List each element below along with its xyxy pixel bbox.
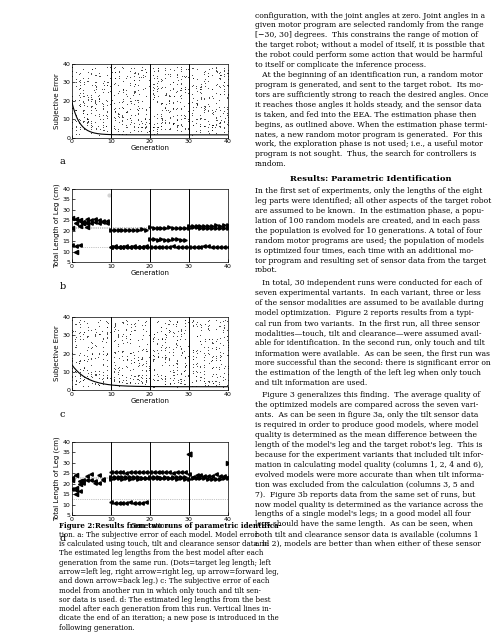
Y-axis label: Total Length of Leg (cm): Total Length of Leg (cm) xyxy=(53,183,60,268)
Text: modalities—touch, tilt and clearance—were assumed avail-: modalities—touch, tilt and clearance—wer… xyxy=(255,329,482,337)
Text: the target robot; without a model of itself, it is possible that: the target robot; without a model of its… xyxy=(255,41,485,49)
Text: to itself or complicate the inference process.: to itself or complicate the inference pr… xyxy=(255,61,426,69)
Text: nates, a new random motor program is generated.  For this: nates, a new random motor program is gen… xyxy=(255,131,482,138)
X-axis label: Generation: Generation xyxy=(130,398,169,404)
Text: is required in order to produce good models, where model: is required in order to produce good mod… xyxy=(255,421,478,429)
Text: robot.: robot. xyxy=(255,266,278,275)
Text: is calculated using touch, tilt and clearance sensor data. b:: is calculated using touch, tilt and clea… xyxy=(59,540,269,548)
Text: c: c xyxy=(59,410,65,419)
Text: the population is evolved for 10 generations. A total of four: the population is evolved for 10 generat… xyxy=(255,227,482,235)
Text: now model quality is determined as the variance across the: now model quality is determined as the v… xyxy=(255,500,483,509)
Text: the estimation of the length of the left leg when only touch: the estimation of the length of the left… xyxy=(255,369,481,377)
Text: leg parts were identified; all other aspects of the target robot: leg parts were identified; all other asp… xyxy=(255,197,491,205)
Text: of the sensor modalities are assumed to be available during: of the sensor modalities are assumed to … xyxy=(255,300,484,307)
Text: tor program and resulting set of sensor data from the target: tor program and resulting set of sensor … xyxy=(255,257,486,264)
Text: random.: random. xyxy=(255,160,287,168)
Text: program is not sought.  Thus, the search for controllers is: program is not sought. Thus, the search … xyxy=(255,150,476,158)
Text: it reaches those angles it holds steady, and the sensor data: it reaches those angles it holds steady,… xyxy=(255,100,482,109)
Text: The estimated leg lengths from the best model after each: The estimated leg lengths from the best … xyxy=(59,549,264,557)
Text: model optimization.  Figure 2 reports results from a typi-: model optimization. Figure 2 reports res… xyxy=(255,309,474,317)
Text: and tilt information are used.: and tilt information are used. xyxy=(255,379,367,387)
Text: In total, 30 independent runs were conducted for each of: In total, 30 independent runs were condu… xyxy=(255,280,482,287)
Text: model from another run in which only touch and tilt sen-: model from another run in which only tou… xyxy=(59,586,261,595)
Text: following generation.: following generation. xyxy=(59,623,135,632)
Text: dicate the end of an iteration; a new pose is introduced in the: dicate the end of an iteration; a new po… xyxy=(59,614,279,622)
Text: information were available.  As can be seen, the first run was: information were available. As can be se… xyxy=(255,349,490,357)
Text: random motor programs are used; the population of models: random motor programs are used; the popu… xyxy=(255,237,484,244)
Text: tion was excluded from the calculation (columns 3, 5 and: tion was excluded from the calculation (… xyxy=(255,481,474,489)
Text: cal run from two variants.  In the first run, all three sensor: cal run from two variants. In the first … xyxy=(255,319,480,327)
Text: are assumed to be known.  In the estimation phase, a popu-: are assumed to be known. In the estimati… xyxy=(255,207,484,215)
Text: generation from the same run. (Dots=target leg length; left: generation from the same run. (Dots=targ… xyxy=(59,559,271,567)
Text: quality is determined as the mean difference between the: quality is determined as the mean differ… xyxy=(255,431,477,439)
Text: d: d xyxy=(59,534,66,543)
Text: configuration, with the joint angles at zero. Joint angles in a: configuration, with the joint angles at … xyxy=(255,12,485,19)
Text: [−30, 30] degrees.  This constrains the range of motion of: [−30, 30] degrees. This constrains the r… xyxy=(255,31,478,40)
X-axis label: Generation: Generation xyxy=(130,145,169,152)
Text: b: b xyxy=(59,282,66,291)
Y-axis label: Subjective Error: Subjective Error xyxy=(54,73,60,129)
Text: sor data is used. d: The estimated leg lengths from the best: sor data is used. d: The estimated leg l… xyxy=(59,596,271,604)
Text: Results: Parametric Identification: Results: Parametric Identification xyxy=(291,175,452,183)
Text: a: a xyxy=(59,157,65,166)
Text: and down arrow=back leg.) c: The subjective error of each: and down arrow=back leg.) c: The subject… xyxy=(59,577,270,585)
Text: program is generated, and sent to the target robot.  Its mo-: program is generated, and sent to the ta… xyxy=(255,81,483,89)
Text: evolved models were more accurate than when tilt informa-: evolved models were more accurate than w… xyxy=(255,471,484,479)
Text: the optimized models are compared across the seven vari-: the optimized models are compared across… xyxy=(255,401,478,410)
Text: Figure 3 generalizes this finding.  The average quality of: Figure 3 generalizes this finding. The a… xyxy=(255,392,480,399)
Text: because for the experiment variants that included tilt infor-: because for the experiment variants that… xyxy=(255,451,484,459)
Text: lation of 100 random models are created, and in each pass: lation of 100 random models are created,… xyxy=(255,217,480,225)
Text: mation in calculating model quality (columns 1, 2, 4 and 6),: mation in calculating model quality (col… xyxy=(255,461,483,469)
Text: Results from two runs of parametric identifica-: Results from two runs of parametric iden… xyxy=(95,522,282,530)
X-axis label: Generation: Generation xyxy=(130,270,169,276)
Text: At the beginning of an identification run, a random motor: At the beginning of an identification ru… xyxy=(255,71,483,79)
Text: both tilt and clearance sensor data is available (columns 1: both tilt and clearance sensor data is a… xyxy=(255,531,479,538)
Text: In the first set of experiments, only the lengths of the eight: In the first set of experiments, only th… xyxy=(255,187,482,195)
Text: tors are sufficiently strong to reach the desired angles. Once: tors are sufficiently strong to reach th… xyxy=(255,91,488,99)
Text: able for identification. In the second run, only touch and tilt: able for identification. In the second r… xyxy=(255,339,485,347)
Text: arrow=left leg, right arrow=right leg, up arrow=forward leg,: arrow=left leg, right arrow=right leg, u… xyxy=(59,568,279,576)
Text: is optimized four times, each time with an additional mo-: is optimized four times, each time with … xyxy=(255,246,473,255)
Text: seven experimental variants.  In each variant, three or less: seven experimental variants. In each var… xyxy=(255,289,481,297)
Text: is taken, and fed into the EEA. The estimation phase then: is taken, and fed into the EEA. The esti… xyxy=(255,111,476,119)
Text: more successful than the second: there is significant error on: more successful than the second: there i… xyxy=(255,359,491,367)
Text: the robot could perform some action that would be harmful: the robot could perform some action that… xyxy=(255,51,483,60)
Text: lengths of a single model's legs; in a good model all four: lengths of a single model's legs; in a g… xyxy=(255,511,471,518)
Y-axis label: Total Length of Leg (cm): Total Length of Leg (cm) xyxy=(53,436,60,521)
Text: 7).  Figure 3b reports data from the same set of runs, but: 7). Figure 3b reports data from the same… xyxy=(255,491,475,499)
Text: tion. a: The subjective error of each model. Model error: tion. a: The subjective error of each mo… xyxy=(59,531,258,539)
Text: Figure 2:: Figure 2: xyxy=(59,522,98,530)
Text: ants.  As can be seen in figure 3a, only the tilt sensor data: ants. As can be seen in figure 3a, only … xyxy=(255,412,478,419)
Text: given motor program are selected randomly from the range: given motor program are selected randoml… xyxy=(255,21,484,29)
Y-axis label: Subjective Error: Subjective Error xyxy=(54,326,60,381)
Text: work, the exploration phase is not used; i.e., a useful motor: work, the exploration phase is not used;… xyxy=(255,141,483,148)
Text: legs should have the same length.  As can be seen, when: legs should have the same length. As can… xyxy=(255,520,473,529)
Text: and 2), models are better than when either of these sensor: and 2), models are better than when eith… xyxy=(255,540,481,548)
X-axis label: Generation: Generation xyxy=(130,523,169,529)
Text: begins, as outlined above. When the estimation phase termi-: begins, as outlined above. When the esti… xyxy=(255,120,488,129)
Text: model after each generation from this run. Vertical lines in-: model after each generation from this ru… xyxy=(59,605,272,613)
Text: length of the model's leg and the target robot's leg.  This is: length of the model's leg and the target… xyxy=(255,441,483,449)
